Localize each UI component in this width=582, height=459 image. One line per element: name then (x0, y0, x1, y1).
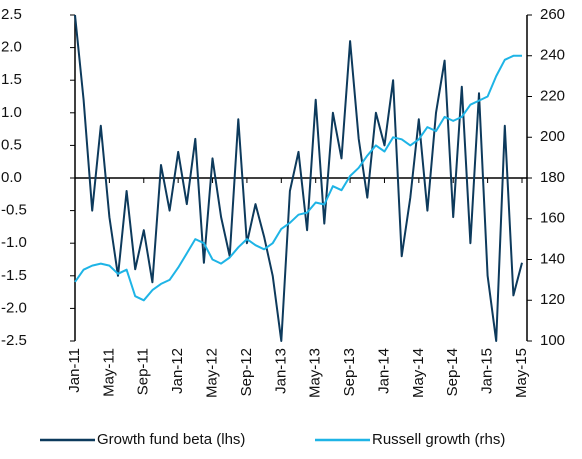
y-tick-label: -2.5 (1, 332, 27, 349)
x-tick-label: Sep-14 (444, 348, 461, 396)
x-tick-label: May-14 (410, 348, 427, 398)
y-tick-label: 2.0 (1, 39, 22, 56)
y-tick-label: 0.5 (1, 136, 22, 153)
y2-tick-label: 200 (540, 128, 565, 145)
y-tick-label: -0.5 (1, 202, 27, 219)
series-line (74, 54, 522, 302)
legend-label: Russell growth (rhs) (372, 431, 505, 448)
x-tick-label: May-12 (204, 348, 221, 398)
y-tick-label: -1.0 (1, 234, 27, 251)
x-tick-label: Sep-11 (135, 348, 152, 395)
y2-tick-label: 220 (540, 87, 565, 104)
y2-tick-label: 180 (540, 169, 565, 186)
y-tick-label: 1.5 (1, 71, 22, 88)
y-tick-label: 2.5 (1, 6, 22, 23)
y2-tick-label: 240 (540, 47, 565, 64)
y2-tick-label: 140 (540, 250, 565, 267)
x-tick-label: May-11 (100, 348, 117, 397)
x-tick-label: Jan-14 (375, 348, 392, 394)
y2-tick-label: 260 (540, 6, 565, 23)
x-tick-label: Sep-12 (238, 348, 255, 396)
x-tick-label: Jan-15 (479, 348, 496, 394)
x-tick-label: Sep-13 (341, 348, 358, 396)
y2-tick-label: 160 (540, 210, 565, 227)
legend-label: Growth fund beta (lhs) (97, 431, 245, 448)
x-tick-label: Jan-12 (169, 348, 186, 394)
y-tick-label: -2.0 (1, 299, 27, 316)
y2-tick-label: 120 (540, 291, 565, 308)
y-tick-label: -1.5 (1, 267, 27, 284)
series-line (74, 14, 523, 342)
y2-tick-label: 100 (540, 332, 565, 349)
x-tick-label: May-15 (513, 348, 530, 398)
y-tick-label: 1.0 (1, 104, 22, 121)
x-tick-label: Jan-11 (66, 348, 83, 393)
x-tick-label: May-13 (307, 348, 324, 398)
y-tick-label: 0.0 (1, 169, 22, 186)
x-tick-label: Jan-13 (272, 348, 289, 394)
